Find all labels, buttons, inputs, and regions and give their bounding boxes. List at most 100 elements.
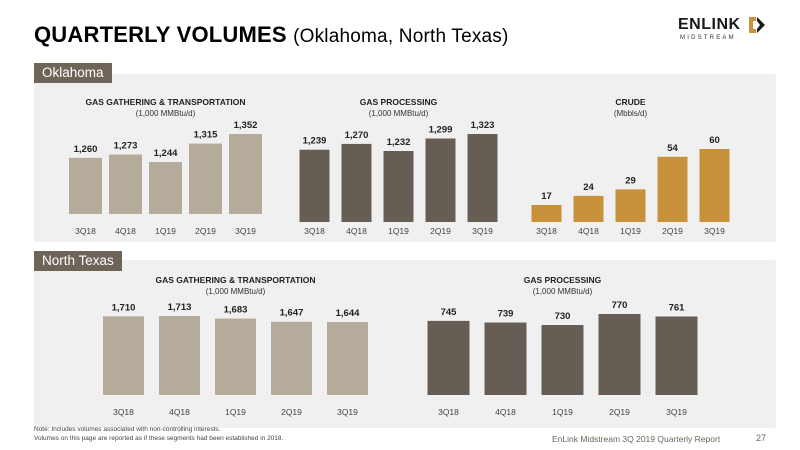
bar-2q19 [271, 321, 312, 395]
data-label: 1,232 [387, 137, 411, 148]
category-label: 1Q19 [388, 226, 409, 236]
chart-title: GAS PROCESSING [360, 97, 438, 107]
category-label: 3Q19 [666, 407, 687, 417]
bar-3q19 [327, 322, 368, 395]
category-label: 2Q19 [430, 226, 451, 236]
data-label: 1,270 [345, 130, 369, 141]
data-label: 1,352 [234, 120, 258, 131]
logo-link-icon [749, 17, 765, 33]
data-label: 54 [667, 143, 678, 154]
category-label: 1Q19 [620, 226, 641, 236]
section-label-oklahoma: Oklahoma [34, 63, 112, 83]
data-label: 1,323 [471, 120, 495, 131]
category-label: 4Q18 [346, 226, 367, 236]
data-label: 1,315 [194, 130, 218, 141]
bar-3q19 [655, 316, 698, 395]
bar-4q18 [484, 322, 527, 395]
bar-3q18 [103, 316, 144, 395]
chart-nt-processing: GAS PROCESSING (1,000 MMBtu/d) 745 3Q18 739 4… [427, 275, 698, 417]
category-label: 3Q19 [337, 407, 358, 417]
bar-3q19 [229, 134, 262, 214]
bar-3q18 [427, 320, 470, 395]
north-texas-panel [34, 260, 776, 428]
bar-2q19 [425, 138, 456, 222]
data-label: 1,710 [112, 302, 136, 313]
data-label: 730 [555, 311, 571, 322]
page-number: 27 [756, 433, 767, 443]
bar-1q19 [149, 162, 182, 214]
category-label: 3Q19 [472, 226, 493, 236]
data-label: 745 [441, 307, 458, 318]
chart-unit-label: (1,000 MMBtu/d) [369, 109, 429, 118]
category-label: 3Q18 [304, 226, 325, 236]
footnote: Note: Includes volumes associated with n… [34, 425, 283, 443]
category-label: 1Q19 [155, 226, 176, 236]
bar-2q19 [598, 314, 641, 395]
data-label: 1,244 [154, 148, 178, 159]
data-label: 770 [612, 300, 628, 311]
footnote-line-2: Volumes on this page are reported as if … [34, 435, 284, 442]
category-label: 3Q18 [536, 226, 557, 236]
chart-ok-processing: GAS PROCESSING (1,000 MMBtu/d) 1,239 3Q18 1,… [299, 97, 498, 236]
chart-title: CRUDE [615, 97, 646, 107]
data-label: 24 [583, 182, 594, 193]
bar-1q19 [615, 189, 646, 222]
chart-unit-label: (Mbbls/d) [614, 109, 648, 118]
data-label: 1,299 [429, 124, 453, 135]
category-label: 3Q18 [113, 407, 134, 417]
category-label: 3Q19 [235, 226, 256, 236]
data-label: 1,713 [168, 302, 192, 313]
data-label: 1,683 [224, 305, 248, 316]
bar-3q18 [299, 149, 330, 222]
category-label: 1Q19 [552, 407, 573, 417]
data-label: 17 [541, 191, 552, 202]
data-label: 1,239 [303, 136, 327, 147]
chart-nt-gathering: GAS GATHERING & TRANSPORTATION (1,000 MMB… [103, 275, 368, 417]
category-label: 1Q19 [225, 407, 246, 417]
logo-tagline: MIDSTREAM [680, 35, 736, 41]
chart-title: GAS PROCESSING [524, 275, 602, 285]
chart-unit-label: (1,000 MMBtu/d) [136, 109, 196, 118]
data-label: 1,647 [280, 308, 304, 319]
category-label: 2Q19 [609, 407, 630, 417]
data-label: 1,273 [114, 140, 138, 151]
page-title-main: QUARTERLY VOLUMES [34, 22, 287, 47]
enlink-logo: ENLINK MIDSTREAM [678, 16, 770, 48]
bar-4q18 [341, 143, 372, 222]
category-label: 4Q18 [169, 407, 190, 417]
bar-2q19 [189, 143, 222, 214]
category-label: 3Q18 [438, 407, 459, 417]
bar-4q18 [159, 316, 200, 395]
category-label: 4Q18 [578, 226, 599, 236]
footnote-line-1: Note: Includes volumes associated with n… [34, 426, 221, 433]
chart-ok-crude: CRUDE (Mbbls/d) 17 3Q18 24 4Q18 29 1Q19 54 2Q19 60… [531, 97, 730, 236]
page-title: QUARTERLY VOLUMES (Oklahoma, North Texas… [34, 22, 509, 48]
chart-ok-gathering: GAS GATHERING & TRANSPORTATION (1,000 MMB… [69, 97, 262, 236]
data-label: 761 [669, 302, 686, 313]
data-label: 739 [498, 309, 514, 320]
category-label: 4Q18 [495, 407, 516, 417]
data-label: 1,644 [336, 308, 360, 319]
chart-unit-label: (1,000 MMBtu/d) [533, 287, 593, 296]
section-label-north-texas: North Texas [34, 251, 122, 271]
report-name: EnLink Midstream 3Q 2019 Quarterly Repor… [552, 434, 721, 444]
bar-1q19 [541, 325, 584, 395]
bar-3q19 [467, 134, 498, 222]
logo-wordmark: ENLINK [678, 16, 741, 33]
data-label: 60 [709, 135, 720, 146]
category-label: 4Q18 [115, 226, 136, 236]
bar-2q19 [657, 156, 688, 222]
category-label: 3Q19 [704, 226, 725, 236]
chart-title: GAS GATHERING & TRANSPORTATION [155, 275, 315, 285]
bar-3q19 [699, 149, 730, 222]
bar-3q18 [69, 157, 102, 214]
bar-3q18 [531, 205, 562, 222]
chart-title: GAS GATHERING & TRANSPORTATION [85, 97, 245, 107]
category-label: 2Q19 [281, 407, 302, 417]
data-label: 29 [625, 175, 636, 186]
category-label: 2Q19 [662, 226, 683, 236]
bar-1q19 [383, 151, 414, 222]
bar-4q18 [573, 195, 604, 222]
category-label: 2Q19 [195, 226, 216, 236]
category-label: 3Q18 [75, 226, 96, 236]
